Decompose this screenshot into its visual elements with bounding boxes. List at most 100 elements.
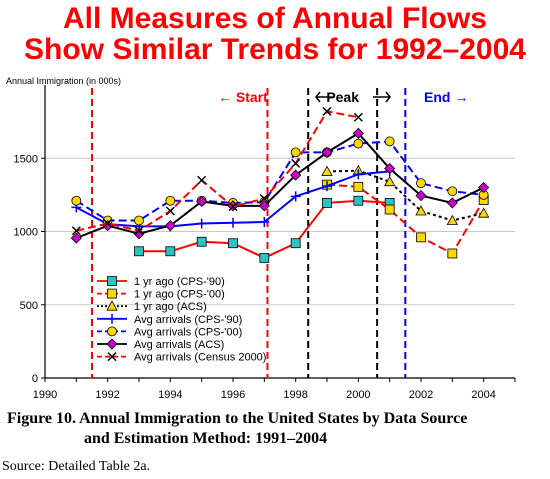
point-4-10 — [384, 136, 395, 147]
point-2-3 — [415, 205, 427, 216]
point-5-11 — [415, 190, 427, 202]
y-tick-label-500: 500 — [20, 300, 38, 312]
legend-marker-5 — [106, 338, 118, 350]
series-5 — [70, 127, 490, 244]
point-0-5 — [290, 238, 301, 249]
point-6-0 — [71, 226, 81, 236]
legend-label-2: 1 yr ago (ACS) — [134, 301, 207, 313]
point-2-4 — [446, 214, 459, 225]
legend-label-6: Avg arrivals (Census 2000) — [134, 352, 266, 364]
point-5-2 — [133, 228, 145, 240]
x-tick-label-2004: 2004 — [471, 389, 495, 400]
point-0-3 — [228, 238, 238, 249]
x-tick-label-1994: 1994 — [158, 389, 182, 400]
point-3-6 — [259, 216, 270, 227]
point-0-1 — [165, 246, 176, 257]
point-1-1 — [353, 181, 364, 192]
point-4-3 — [165, 195, 176, 206]
x-tick-label-1990: 1990 — [33, 389, 57, 400]
figure-caption-line-1: Figure 10. Annual Immigration to the Uni… — [7, 410, 468, 427]
point-4-7 — [290, 147, 301, 158]
point-0-0 — [134, 246, 144, 257]
legend-label-0: 1 yr ago (CPS-'90) — [134, 276, 225, 288]
series-1 — [322, 179, 489, 259]
x-tick-label-1996: 1996 — [221, 389, 245, 400]
point-1-4 — [447, 248, 458, 259]
point-0-2 — [196, 236, 207, 247]
immigration-line-chart: 0 500 1000 1500 1990 1992 1994 1996 1998 2000 2002… — [6, 76, 516, 400]
legend-label-4: Avg arrivals (CPS-'00) — [134, 326, 242, 338]
point-5-12 — [446, 197, 458, 209]
peak-arrow-left — [315, 91, 333, 103]
point-3-7 — [290, 191, 301, 202]
period-label-end: End → — [424, 89, 468, 105]
y-axis-label: Annual Immigration (in 000s) — [6, 76, 121, 86]
point-5-13 — [478, 181, 490, 194]
series-line-2 — [326, 169, 484, 222]
point-4-2 — [134, 215, 144, 226]
point-3-9 — [353, 169, 364, 180]
point-6-6 — [259, 194, 269, 204]
point-1-2 — [384, 204, 395, 215]
x-tick-label-1998: 1998 — [283, 389, 307, 400]
period-label-peak: Peak — [326, 89, 359, 105]
legend-marker-0 — [107, 276, 117, 286]
point-5-8 — [321, 146, 333, 158]
point-6-5 — [228, 202, 238, 212]
legend: 1 yr ago (CPS-'90)1 yr ago (CPS-'00)1 yr… — [97, 276, 266, 364]
point-5-9 — [352, 127, 364, 139]
point-1-3 — [416, 232, 426, 243]
y-tick-label-1500: 1500 — [14, 153, 38, 165]
series-6 — [71, 106, 363, 236]
point-0-4 — [259, 252, 270, 263]
legend-marker-1 — [107, 288, 117, 299]
point-0-6 — [322, 198, 332, 208]
title-line-1: All Measures of Annual Flows — [63, 2, 487, 35]
point-6-7 — [291, 158, 301, 168]
point-5-6 — [258, 200, 270, 212]
point-3-8 — [322, 181, 332, 192]
series-line-5 — [75, 132, 485, 240]
series-line-6 — [76, 110, 359, 232]
point-6-3 — [165, 206, 175, 216]
legend-marker-6 — [107, 352, 117, 362]
point-4-12 — [447, 186, 458, 197]
title-line-2: Show Similar Trends for 1992–2004 — [24, 33, 526, 66]
series-4 — [71, 136, 489, 226]
point-6-9 — [353, 112, 363, 122]
x-tick-label-1992: 1992 — [95, 389, 119, 400]
point-3-4 — [196, 218, 207, 229]
legend-marker-4 — [107, 326, 117, 337]
legend-marker-3 — [107, 313, 117, 324]
point-2-5 — [477, 207, 490, 218]
point-3-5 — [228, 217, 238, 228]
point-6-4 — [197, 175, 207, 185]
y-tick-label-0: 0 — [32, 373, 38, 385]
y-tick-label-1000: 1000 — [14, 227, 38, 239]
peak-arrow-right — [373, 91, 391, 103]
legend-marker-2 — [106, 300, 118, 311]
point-2-2 — [383, 175, 396, 187]
point-4-11 — [416, 178, 426, 189]
series-line-1 — [326, 183, 485, 255]
point-5-10 — [384, 162, 396, 175]
point-2-0 — [321, 165, 333, 176]
point-5-4 — [196, 195, 208, 208]
figure-caption-line-2: and Estimation Method: 1991–2004 — [84, 430, 328, 447]
point-4-0 — [71, 195, 82, 206]
series-line-4 — [75, 140, 484, 222]
series-0 — [134, 195, 395, 263]
legend-label-1: 1 yr ago (CPS-'00) — [134, 289, 225, 301]
point-5-0 — [70, 232, 82, 244]
period-label-start: ← Start — [218, 89, 268, 105]
point-4-9 — [353, 138, 364, 149]
point-0-7 — [353, 195, 364, 206]
legend-label-5: Avg arrivals (ACS) — [134, 339, 224, 351]
point-6-1 — [103, 218, 113, 228]
source-note: Source: Detailed Table 2a. — [2, 459, 151, 474]
point-6-8 — [322, 106, 332, 116]
point-6-2 — [134, 226, 144, 236]
legend-label-3: Avg arrivals (CPS-'90) — [134, 314, 242, 326]
x-tick-label-2000: 2000 — [346, 389, 370, 400]
point-5-7 — [290, 169, 302, 181]
